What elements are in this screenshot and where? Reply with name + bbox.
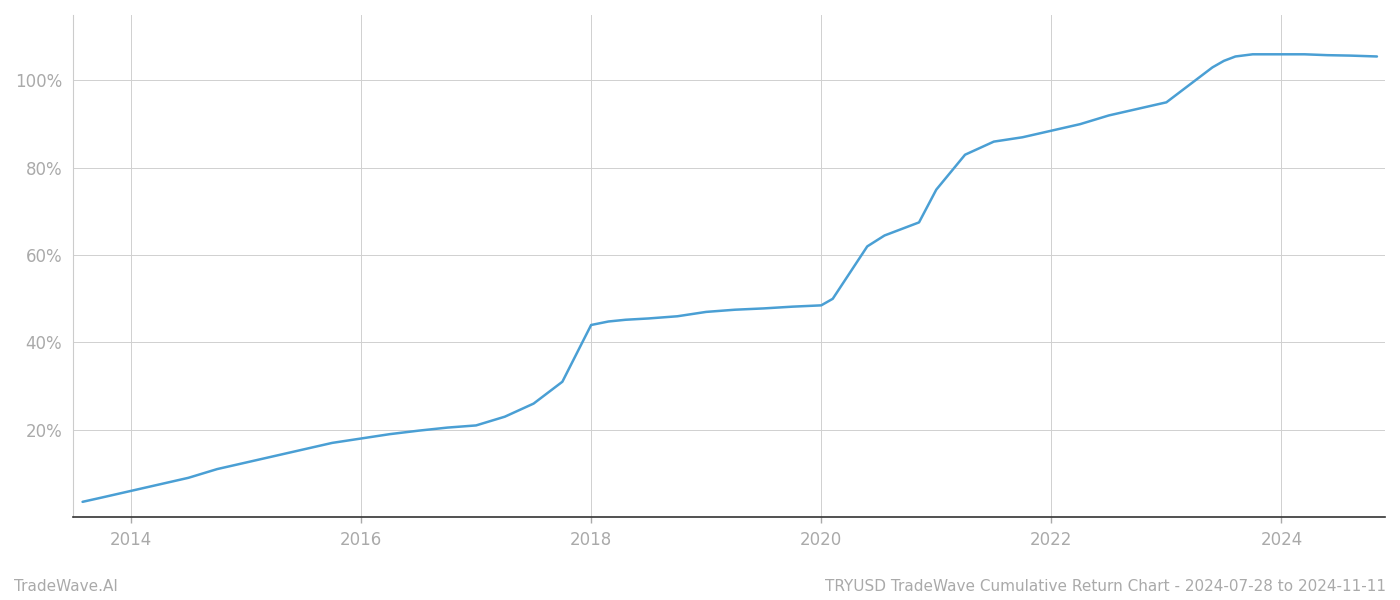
Text: TradeWave.AI: TradeWave.AI (14, 579, 118, 594)
Text: TRYUSD TradeWave Cumulative Return Chart - 2024-07-28 to 2024-11-11: TRYUSD TradeWave Cumulative Return Chart… (825, 579, 1386, 594)
